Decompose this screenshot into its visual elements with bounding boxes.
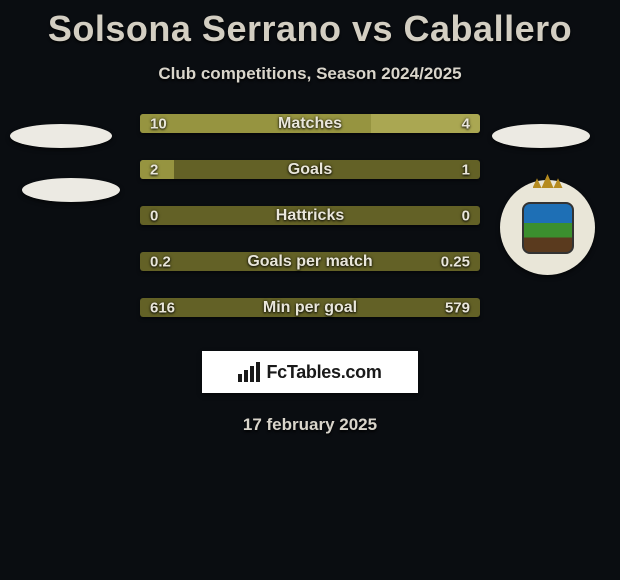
stat-right-value: 0.25: [441, 253, 470, 270]
stat-left-value: 0.2: [150, 253, 171, 270]
stat-right-value: 4: [462, 115, 470, 132]
stat-left-value: 0: [150, 207, 158, 224]
logo-text: FcTables.com: [266, 362, 381, 383]
stat-row: 616 579 Min per goal: [140, 298, 480, 317]
stat-label: Goals per match: [247, 253, 372, 271]
stat-row: 10 4 Matches: [140, 114, 480, 133]
date-label: 17 february 2025: [0, 415, 620, 435]
team-badge-right: [500, 180, 595, 275]
team-logo-left-1: [10, 124, 112, 148]
shield-icon: [522, 202, 574, 254]
stat-row: 0 0 Hattricks: [140, 206, 480, 225]
team-logo-right-1: [492, 124, 590, 148]
stat-label: Matches: [278, 115, 342, 133]
stat-right-value: 1: [462, 161, 470, 178]
stat-left-value: 10: [150, 115, 167, 132]
stat-right-value: 0: [462, 207, 470, 224]
bar-chart-icon: [238, 362, 260, 382]
fctables-logo: FcTables.com: [202, 351, 418, 393]
stat-row: 0.2 0.25 Goals per match: [140, 252, 480, 271]
stat-label: Hattricks: [276, 207, 344, 225]
stat-left-value: 616: [150, 299, 175, 316]
team-logo-left-2: [22, 178, 120, 202]
stat-label: Goals: [288, 161, 332, 179]
stat-left-value: 2: [150, 161, 158, 178]
stat-right-value: 579: [445, 299, 470, 316]
stat-label: Min per goal: [263, 299, 357, 317]
page-title: Solsona Serrano vs Caballero: [0, 0, 620, 50]
stat-row: 2 1 Goals: [140, 160, 480, 179]
subtitle: Club competitions, Season 2024/2025: [0, 64, 620, 84]
